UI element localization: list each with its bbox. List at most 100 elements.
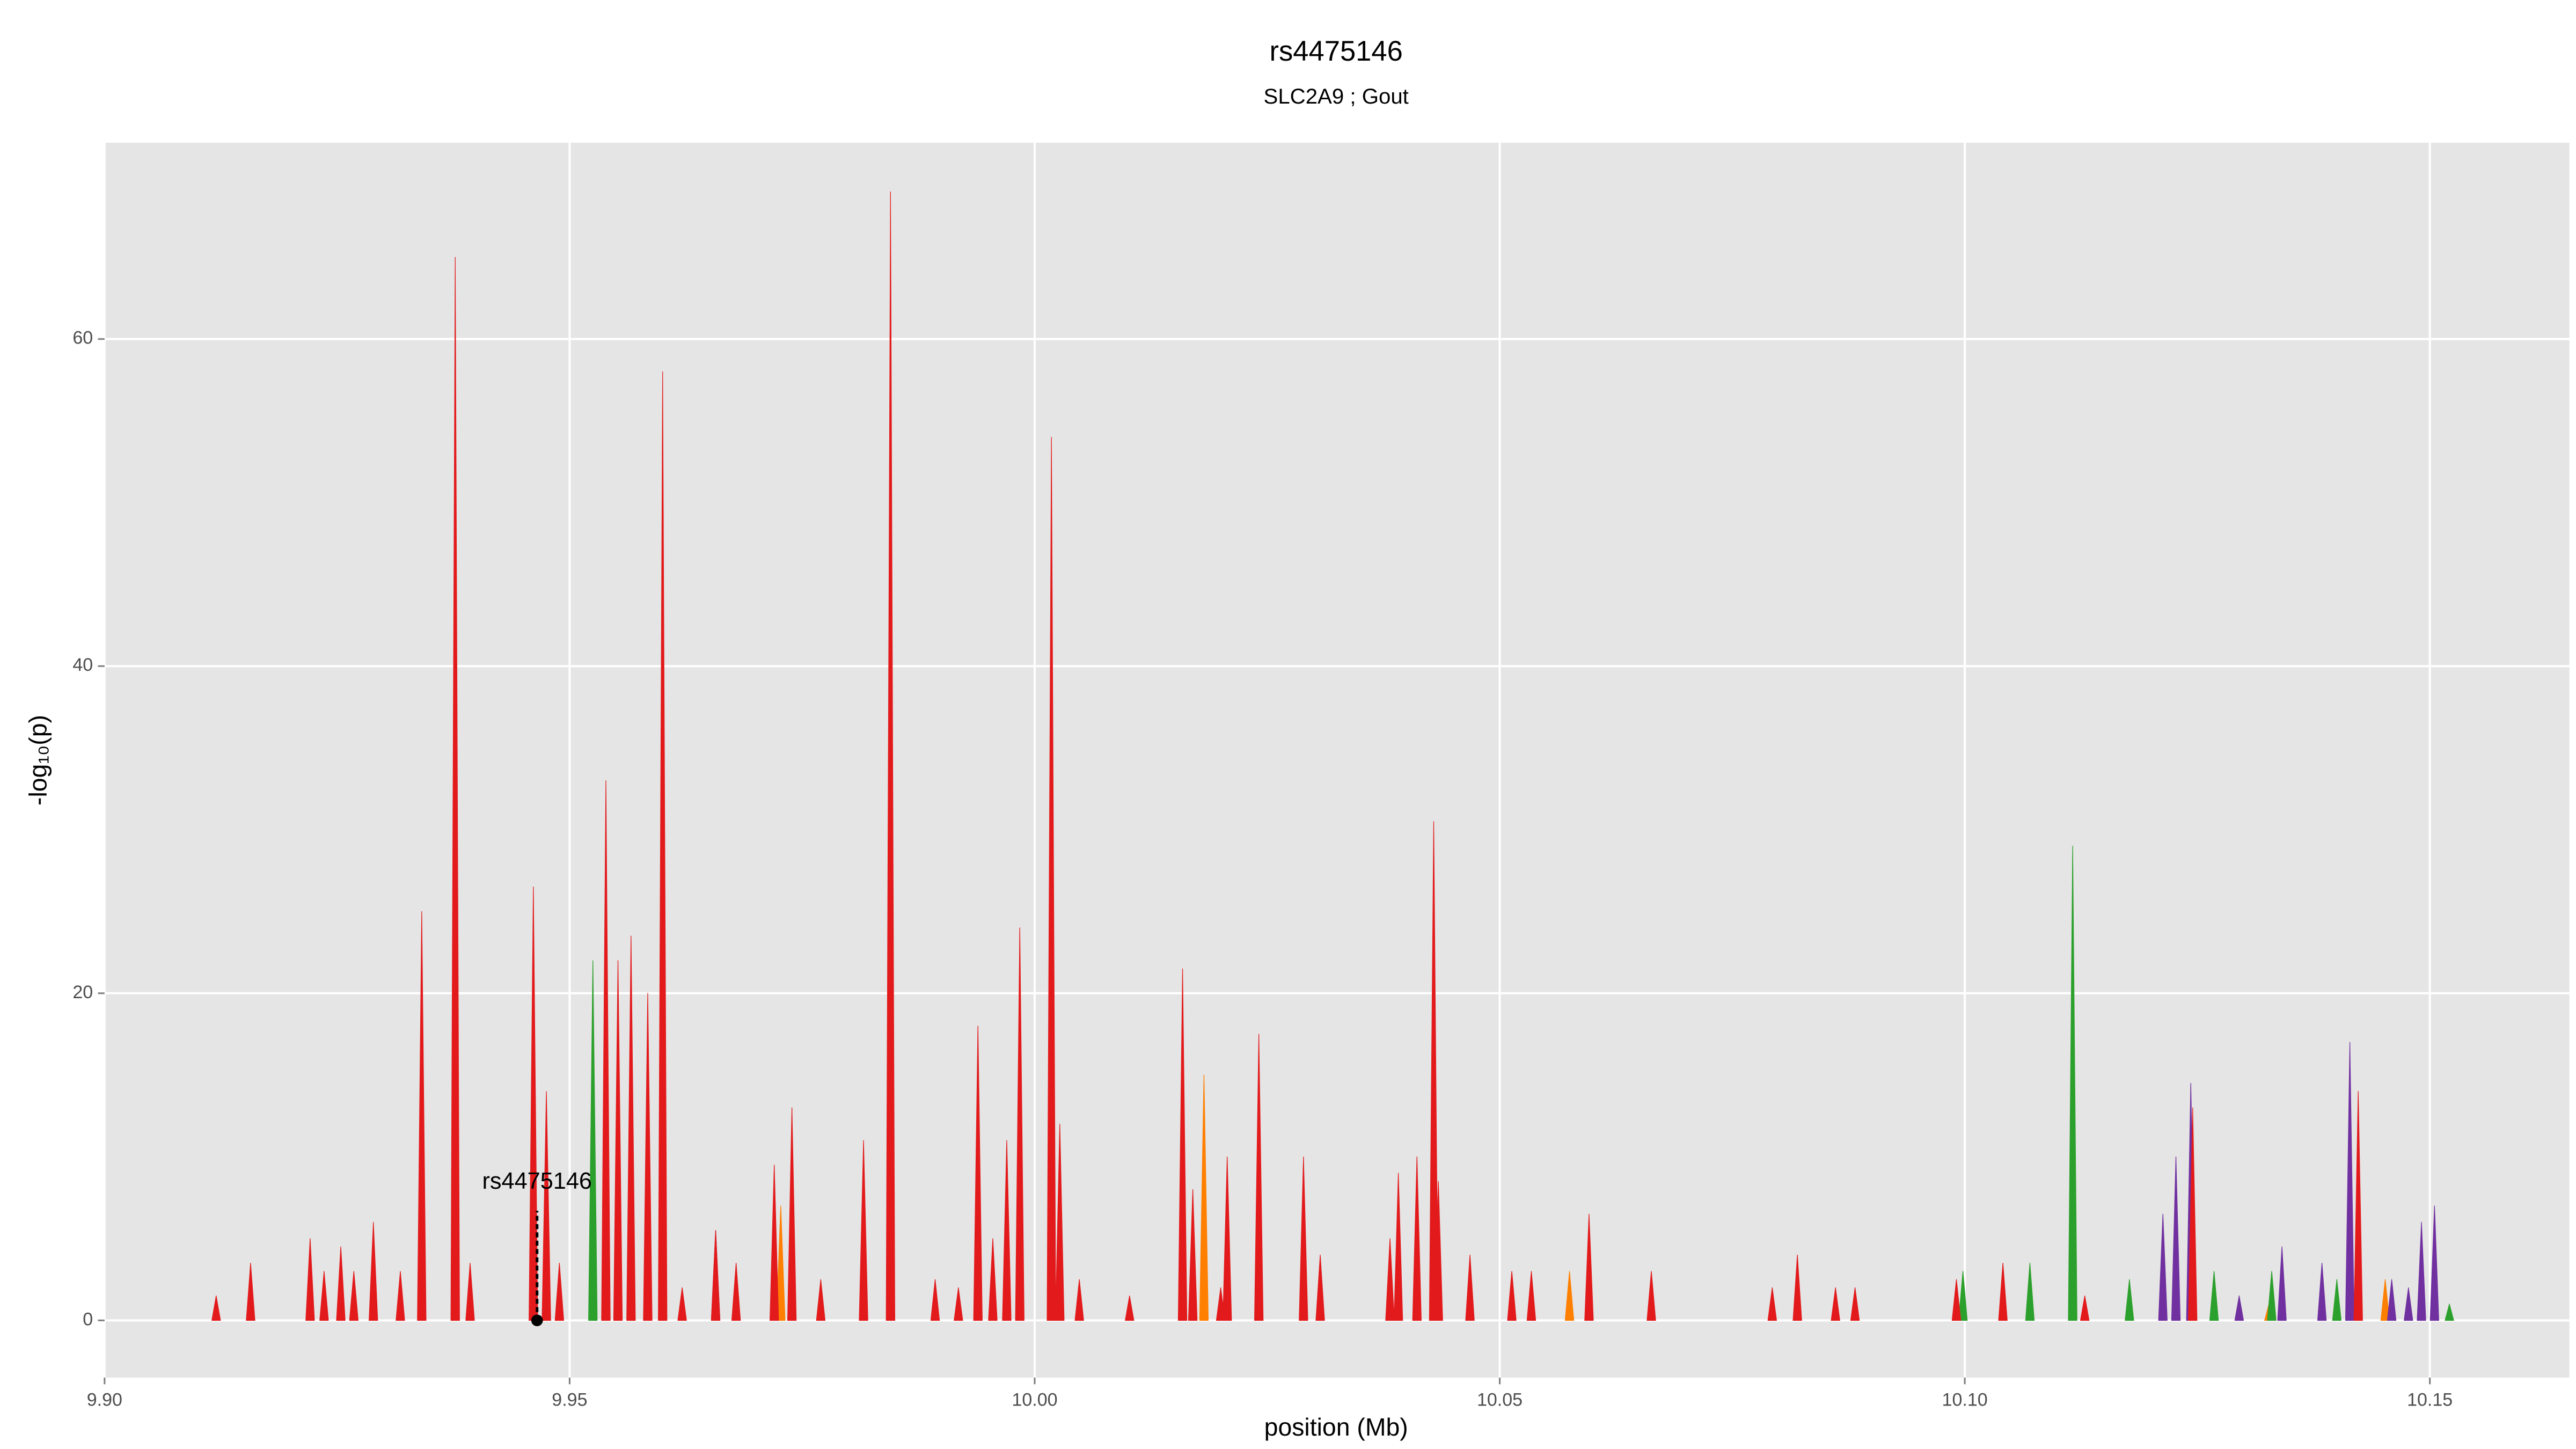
peak [396, 1271, 405, 1321]
peak [1412, 1156, 1422, 1321]
peak [930, 1279, 940, 1321]
peak [2188, 1107, 2198, 1321]
peak [2317, 1263, 2327, 1321]
peak [2417, 1221, 2426, 1321]
peak [2277, 1246, 2287, 1321]
peak [336, 1246, 346, 1321]
peak [450, 257, 460, 1321]
peak [1433, 1181, 1443, 1321]
peak [1055, 1123, 1065, 1321]
peak [885, 191, 895, 1321]
peak [1951, 1279, 1962, 1321]
labels: 0 20 40 60 9.90 9.95 10.00 10.05 10.10 10.15 rs447… [72, 328, 2453, 1410]
peak [613, 960, 623, 1321]
peak [2332, 1279, 2342, 1321]
peak [787, 1107, 797, 1321]
peak [588, 960, 598, 1321]
peak [554, 1263, 565, 1321]
peak [1046, 436, 1056, 1321]
peak [1564, 1271, 1575, 1321]
peak [1125, 1296, 1135, 1321]
peak [2404, 1287, 2413, 1321]
peak [2429, 1205, 2439, 1321]
peak [1526, 1271, 1536, 1321]
x-tick-label: 9.90 [87, 1389, 122, 1410]
peak [2445, 1304, 2454, 1321]
x-axis-label: position (Mb) [1264, 1413, 1408, 1441]
peak [211, 1296, 221, 1321]
peak [1850, 1287, 1860, 1321]
highlight-label: rs4475146 [482, 1168, 592, 1194]
peak [601, 780, 611, 1321]
peak [246, 1263, 255, 1321]
chart-subtitle: SLC2A9 ; Gout [1264, 84, 1409, 108]
peak [1998, 1263, 2008, 1321]
peak [2387, 1279, 2397, 1321]
peak [1015, 927, 1024, 1321]
peak [658, 371, 668, 1321]
peak [2345, 1042, 2355, 1321]
peak [816, 1279, 826, 1321]
peak [643, 993, 653, 1321]
y-tick-label: 20 [72, 982, 93, 1002]
peak [1646, 1271, 1656, 1321]
peak [1429, 821, 1439, 1321]
peak [1767, 1287, 1777, 1321]
peak [1393, 1173, 1403, 1321]
x-tick-label: 10.10 [1942, 1389, 1988, 1410]
x-tick-label: 10.15 [2407, 1389, 2453, 1410]
peak [1507, 1271, 1517, 1321]
x-tick-label: 10.00 [1012, 1389, 1057, 1410]
peak [1315, 1254, 1325, 1321]
peak [2158, 1213, 2168, 1321]
peak [369, 1221, 378, 1321]
peak [731, 1263, 741, 1321]
peak [2353, 1091, 2363, 1321]
peak [1177, 968, 1188, 1321]
peak [954, 1287, 963, 1321]
y-axis-label: -log₁₀(p) [24, 715, 52, 806]
peak [988, 1238, 998, 1321]
peak [2171, 1156, 2181, 1321]
chart-title: rs4475146 [1269, 35, 1402, 67]
peak [1465, 1254, 1475, 1321]
y-tick-label: 40 [72, 655, 93, 675]
peak [1385, 1238, 1395, 1321]
peak [2234, 1296, 2244, 1321]
peak [770, 1165, 779, 1321]
marks [211, 191, 2454, 1321]
peak [776, 1205, 786, 1321]
peak [1254, 1034, 1264, 1321]
y-tick-label: 0 [83, 1309, 93, 1329]
peak [626, 935, 636, 1321]
peak [465, 1263, 475, 1321]
peak [2267, 1271, 2277, 1321]
x-tick-label: 9.95 [552, 1389, 587, 1410]
peak [417, 911, 427, 1321]
peak [1299, 1156, 1308, 1321]
peak [541, 1091, 551, 1321]
peak [2380, 1279, 2390, 1321]
peak [1188, 1189, 1198, 1321]
peak [677, 1287, 687, 1321]
peak [2025, 1263, 2035, 1321]
peak [973, 1026, 983, 1321]
peak [2080, 1296, 2090, 1321]
highlight-point [531, 1314, 543, 1327]
peak [1002, 1140, 1012, 1321]
peak [2209, 1271, 2219, 1321]
y-tick-label: 60 [72, 328, 93, 348]
peak [319, 1271, 329, 1321]
peak [305, 1238, 315, 1321]
peak [349, 1271, 358, 1321]
peak [711, 1230, 721, 1321]
peak [1831, 1287, 1840, 1321]
x-tick-label: 10.05 [1477, 1389, 1523, 1410]
peak [1958, 1271, 1968, 1321]
peak [859, 1140, 868, 1321]
peak [2068, 845, 2077, 1321]
peak [2125, 1279, 2134, 1321]
peak [1074, 1279, 1084, 1321]
